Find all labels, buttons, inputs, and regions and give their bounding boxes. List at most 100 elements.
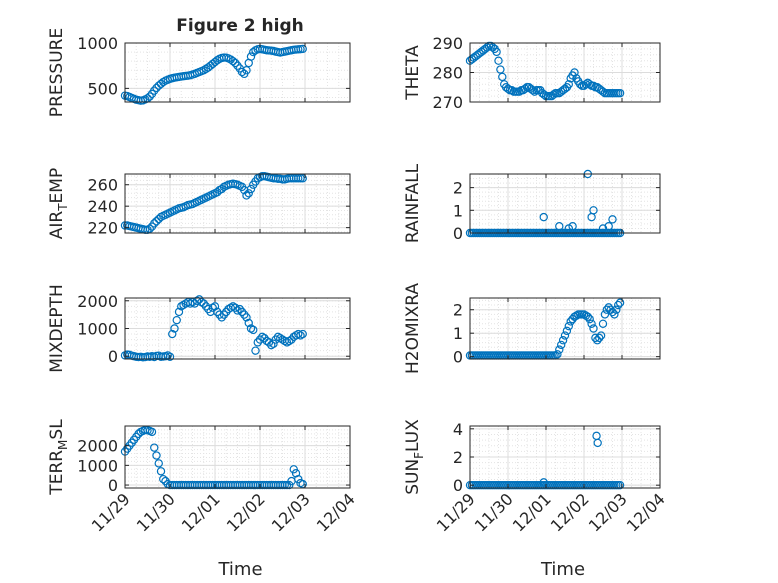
data-point xyxy=(287,335,296,344)
data-point xyxy=(562,326,572,336)
data-point xyxy=(244,189,253,198)
x-tick-label: 12/03 xyxy=(585,489,631,535)
data-point xyxy=(539,90,549,99)
data-point xyxy=(152,216,161,226)
data-point xyxy=(152,451,161,460)
data-point xyxy=(208,303,217,312)
data-point xyxy=(294,329,303,339)
data-point xyxy=(172,315,181,325)
y-tick-label: 1000 xyxy=(77,456,118,475)
data-point xyxy=(258,332,267,342)
y-tick-label: 260 xyxy=(87,176,118,195)
y-tick-label: 0 xyxy=(453,348,463,367)
x-tick-label: 11/30 xyxy=(133,489,179,535)
x-axis-label: Time xyxy=(217,559,262,580)
data-point xyxy=(233,306,242,315)
data-point xyxy=(591,333,600,343)
axes-frame xyxy=(124,173,351,234)
y-tick-label: 1000 xyxy=(77,320,118,339)
y-axis-label: THETA xyxy=(403,45,423,101)
subplot-1: 500 1000 PRESSURE xyxy=(47,28,351,117)
data-point xyxy=(242,66,251,75)
data-point xyxy=(235,304,244,314)
y-tick-label: 0 xyxy=(108,347,118,366)
data-point xyxy=(520,84,530,93)
data-point xyxy=(589,324,598,333)
y-tick-label: 220 xyxy=(87,219,118,238)
data-point xyxy=(246,324,256,333)
data-point xyxy=(251,346,260,355)
subplot-6: 0 1 2 H2OMIXRA xyxy=(403,283,661,374)
data-point xyxy=(570,68,579,77)
data-point xyxy=(539,212,548,222)
data-point xyxy=(596,331,606,340)
y-tick-label: 2 xyxy=(453,301,463,320)
y-tick-label: 0 xyxy=(453,224,463,243)
data-point xyxy=(492,47,501,57)
subplot-2: 270 280 290 THETA xyxy=(403,34,661,112)
data-point xyxy=(267,340,276,350)
x-tick-label: 12/02 xyxy=(547,489,593,535)
y-tick-label: 280 xyxy=(432,64,463,83)
y-tick-label: 290 xyxy=(432,34,463,53)
x-tick-label: 12/03 xyxy=(268,489,314,535)
data-point xyxy=(568,221,577,231)
y-tick-label: 2 xyxy=(453,448,463,467)
figure-title: Figure 2 high xyxy=(176,16,304,36)
data-point xyxy=(589,206,598,215)
x-tick-label: 11/29 xyxy=(88,489,134,535)
data-point xyxy=(276,334,285,343)
y-tick-label: 270 xyxy=(432,93,463,112)
data-point xyxy=(165,352,175,361)
data-point xyxy=(615,298,625,307)
data-point xyxy=(228,56,238,66)
data-point xyxy=(555,345,564,354)
data-point xyxy=(237,307,247,317)
data-point xyxy=(587,319,596,329)
data-point xyxy=(595,333,604,343)
y-tick-label: 4 xyxy=(453,420,463,439)
data-point xyxy=(564,321,574,331)
data-point xyxy=(498,72,507,82)
data-point xyxy=(608,215,617,224)
data-point xyxy=(233,61,242,70)
y-tick-label: 1 xyxy=(453,324,463,343)
data-point xyxy=(195,295,204,304)
axes-frame xyxy=(124,425,351,489)
data-point xyxy=(156,467,166,476)
plot-area xyxy=(470,174,660,233)
data-point xyxy=(199,299,208,308)
data-point xyxy=(296,331,305,340)
x-tick-label: 12/04 xyxy=(313,489,359,535)
data-point xyxy=(240,310,249,319)
data-point xyxy=(530,87,539,96)
data-point xyxy=(598,224,608,233)
y-tick-label: 0 xyxy=(453,476,463,495)
data-point xyxy=(282,338,292,347)
data-point xyxy=(494,56,503,65)
y-tick-label: 2000 xyxy=(77,437,118,456)
data-point xyxy=(197,297,206,307)
data-point xyxy=(298,329,307,339)
data-point xyxy=(249,325,258,335)
y-axis-label: SUNFLUX xyxy=(403,419,426,495)
data-point xyxy=(147,427,157,437)
data-point xyxy=(159,77,168,87)
data-point xyxy=(539,478,548,487)
axes-frame xyxy=(469,297,661,360)
subplot-3: 220 240 260 AIRTEMP xyxy=(47,168,351,239)
data-point xyxy=(604,221,613,231)
data-series xyxy=(120,44,307,105)
data-point xyxy=(177,302,186,311)
data-point xyxy=(150,219,159,228)
data-point xyxy=(600,310,610,319)
x-tick-label: 12/04 xyxy=(623,489,669,535)
data-point xyxy=(585,314,594,324)
data-point xyxy=(583,312,593,321)
y-axis-label: MIXDEPTH xyxy=(47,284,67,373)
data-point xyxy=(482,43,492,52)
data-point xyxy=(615,480,625,490)
